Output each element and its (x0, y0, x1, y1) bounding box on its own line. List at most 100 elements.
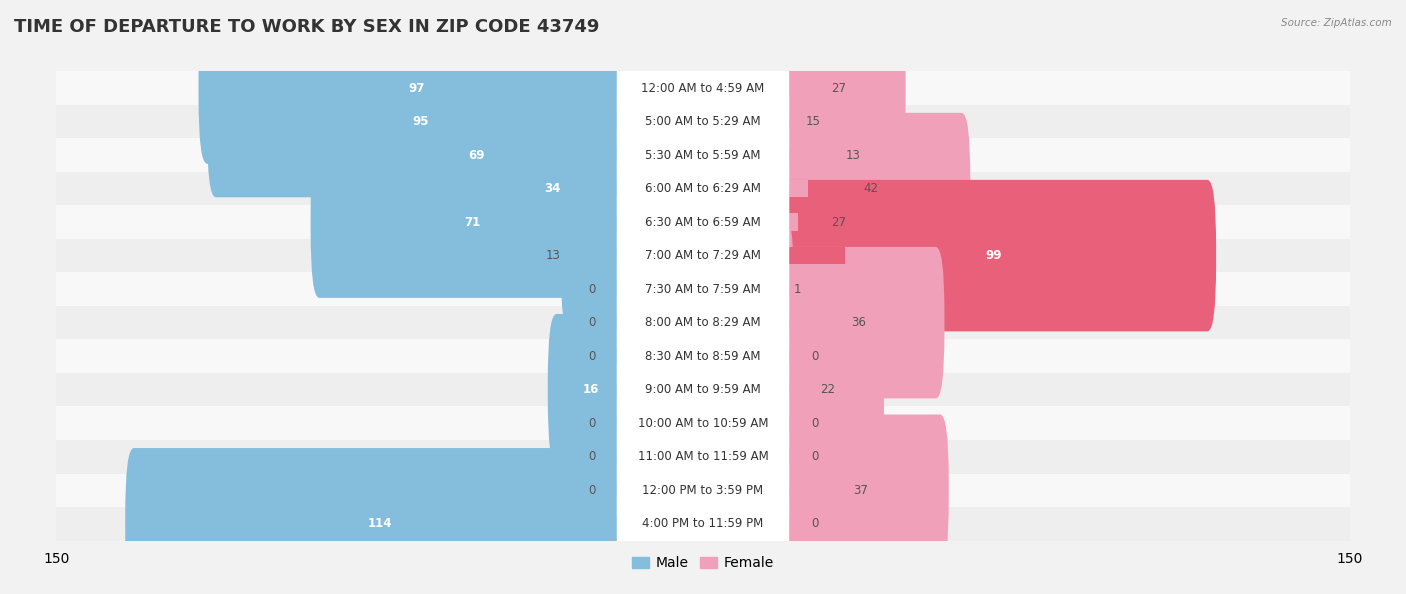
Bar (617, 247, 648, 264)
Text: 97: 97 (408, 81, 425, 94)
FancyBboxPatch shape (772, 80, 845, 231)
FancyBboxPatch shape (617, 80, 789, 231)
Bar (564, 113, 648, 130)
Bar (780, 80, 799, 97)
FancyBboxPatch shape (617, 448, 789, 594)
Text: 99: 99 (986, 249, 1002, 262)
FancyBboxPatch shape (595, 213, 634, 365)
Text: 15: 15 (806, 115, 820, 128)
Bar (780, 247, 845, 264)
FancyBboxPatch shape (617, 213, 789, 365)
Bar (56, 71, 1350, 105)
FancyBboxPatch shape (617, 347, 789, 499)
Bar (56, 373, 1350, 406)
Bar (780, 113, 790, 130)
Bar (621, 482, 648, 499)
Bar (56, 172, 1350, 206)
FancyBboxPatch shape (617, 247, 789, 399)
Text: 8:00 AM to 8:29 AM: 8:00 AM to 8:29 AM (645, 316, 761, 329)
Bar (780, 347, 785, 365)
FancyBboxPatch shape (561, 180, 634, 331)
Text: 11:00 AM to 11:59 AM: 11:00 AM to 11:59 AM (638, 450, 768, 463)
Bar (780, 415, 785, 432)
FancyBboxPatch shape (595, 415, 634, 566)
FancyBboxPatch shape (772, 415, 949, 566)
Text: 1: 1 (793, 283, 801, 296)
Bar (780, 482, 804, 499)
Text: 12:00 PM to 3:59 PM: 12:00 PM to 3:59 PM (643, 484, 763, 497)
Text: 69: 69 (468, 148, 485, 162)
Text: 0: 0 (588, 450, 595, 463)
Bar (780, 180, 808, 197)
FancyBboxPatch shape (772, 113, 970, 264)
Bar (56, 306, 1350, 339)
Bar (621, 347, 648, 365)
Bar (780, 515, 785, 532)
Bar (621, 448, 648, 466)
Legend: Male, Female: Male, Female (627, 551, 779, 576)
FancyBboxPatch shape (772, 347, 811, 499)
Text: 0: 0 (588, 350, 595, 363)
Bar (56, 473, 1350, 507)
Text: 0: 0 (588, 417, 595, 429)
Bar (621, 280, 648, 298)
Text: 95: 95 (412, 115, 429, 128)
Bar (614, 381, 648, 399)
Bar (56, 406, 1350, 440)
Text: 8:30 AM to 8:59 AM: 8:30 AM to 8:59 AM (645, 350, 761, 363)
Text: 34: 34 (544, 182, 560, 195)
FancyBboxPatch shape (617, 113, 789, 264)
Text: 27: 27 (831, 216, 846, 229)
FancyBboxPatch shape (772, 146, 905, 298)
Bar (56, 507, 1350, 541)
Bar (780, 146, 789, 164)
Text: 13: 13 (546, 249, 561, 262)
Bar (56, 273, 1350, 306)
Text: 42: 42 (863, 182, 879, 195)
Bar (780, 448, 785, 466)
FancyBboxPatch shape (772, 247, 945, 399)
FancyBboxPatch shape (548, 314, 634, 466)
FancyBboxPatch shape (319, 80, 634, 231)
FancyBboxPatch shape (772, 280, 811, 432)
FancyBboxPatch shape (198, 12, 634, 164)
Bar (621, 314, 648, 331)
FancyBboxPatch shape (772, 213, 793, 365)
FancyBboxPatch shape (595, 381, 634, 532)
FancyBboxPatch shape (772, 381, 811, 532)
FancyBboxPatch shape (617, 180, 789, 331)
Text: 5:00 AM to 5:29 AM: 5:00 AM to 5:29 AM (645, 115, 761, 128)
FancyBboxPatch shape (595, 247, 634, 399)
FancyBboxPatch shape (617, 146, 789, 298)
FancyBboxPatch shape (772, 12, 905, 164)
Bar (581, 146, 648, 164)
FancyBboxPatch shape (595, 280, 634, 432)
Text: 12:00 AM to 4:59 AM: 12:00 AM to 4:59 AM (641, 81, 765, 94)
FancyBboxPatch shape (617, 46, 789, 197)
FancyBboxPatch shape (772, 180, 1216, 331)
FancyBboxPatch shape (311, 146, 634, 298)
Text: 16: 16 (582, 383, 599, 396)
Text: 0: 0 (588, 283, 595, 296)
Text: 10:00 AM to 10:59 AM: 10:00 AM to 10:59 AM (638, 417, 768, 429)
Text: 7:30 AM to 7:59 AM: 7:30 AM to 7:59 AM (645, 283, 761, 296)
Bar (56, 339, 1350, 373)
Text: 6:00 AM to 6:29 AM: 6:00 AM to 6:29 AM (645, 182, 761, 195)
Text: 9:00 AM to 9:59 AM: 9:00 AM to 9:59 AM (645, 383, 761, 396)
Text: 36: 36 (851, 316, 866, 329)
Bar (603, 180, 648, 197)
Text: 0: 0 (588, 316, 595, 329)
Text: 0: 0 (811, 517, 818, 530)
Text: 13: 13 (845, 148, 860, 162)
Bar (562, 80, 648, 97)
Text: 7:00 AM to 7:29 AM: 7:00 AM to 7:29 AM (645, 249, 761, 262)
FancyBboxPatch shape (772, 314, 884, 466)
Text: 4:00 PM to 11:59 PM: 4:00 PM to 11:59 PM (643, 517, 763, 530)
Text: 0: 0 (811, 450, 818, 463)
FancyBboxPatch shape (207, 46, 634, 197)
Text: Source: ZipAtlas.com: Source: ZipAtlas.com (1281, 18, 1392, 28)
Bar (56, 239, 1350, 273)
FancyBboxPatch shape (617, 314, 789, 466)
Text: TIME OF DEPARTURE TO WORK BY SEX IN ZIP CODE 43749: TIME OF DEPARTURE TO WORK BY SEX IN ZIP … (14, 18, 599, 36)
Bar (551, 515, 648, 532)
